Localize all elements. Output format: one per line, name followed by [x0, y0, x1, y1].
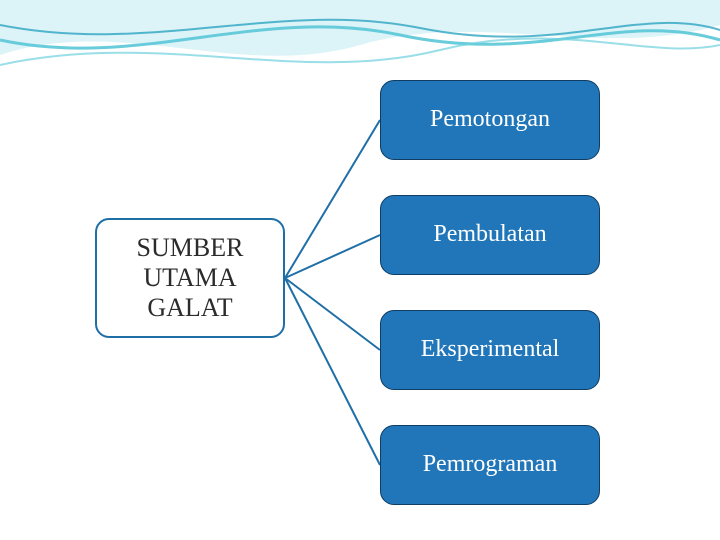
- node-label: SUMBER UTAMA GALAT: [137, 233, 244, 323]
- slide: SUMBER UTAMA GALAT Pemotongan Pembulatan Ek…: [0, 0, 720, 540]
- node-child-1: Pembulatan: [380, 195, 600, 275]
- wave-decor: [0, 0, 720, 120]
- connector-line-0: [285, 120, 380, 278]
- node-child-2: Eksperimental: [380, 310, 600, 390]
- wave-path-2: [0, 27, 720, 48]
- wave-path-1: [0, 0, 720, 56]
- connector-line-3: [285, 278, 380, 465]
- connector-line-2: [285, 278, 380, 350]
- node-child-3: Pemrograman: [380, 425, 600, 505]
- wave-path-4: [0, 39, 720, 65]
- node-label: Pembulatan: [433, 221, 546, 249]
- node-label: Pemotongan: [430, 106, 550, 134]
- node-root: SUMBER UTAMA GALAT: [95, 218, 285, 338]
- connector-line-1: [285, 235, 380, 278]
- wave-path-3: [0, 20, 720, 37]
- node-label: Pemrograman: [423, 451, 558, 479]
- node-child-0: Pemotongan: [380, 80, 600, 160]
- node-label: Eksperimental: [421, 336, 560, 364]
